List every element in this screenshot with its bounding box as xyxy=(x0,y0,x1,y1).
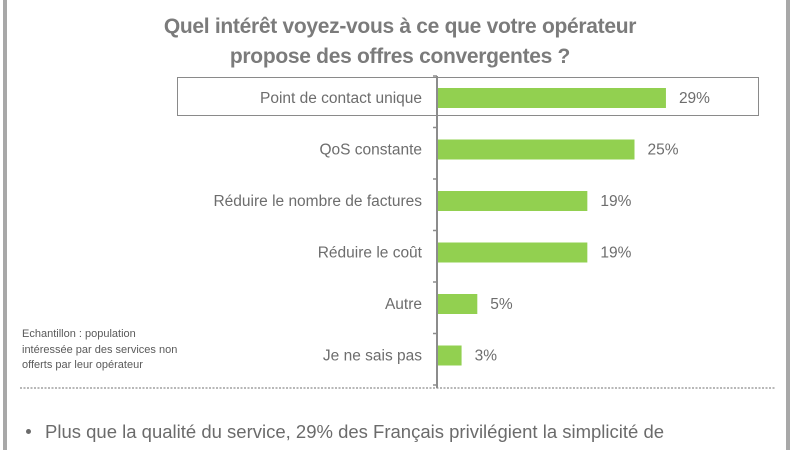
value-label: 3% xyxy=(475,348,498,365)
category-label: Point de contact unique xyxy=(260,90,422,107)
bar xyxy=(438,191,588,211)
value-label: 19% xyxy=(600,245,631,262)
category-label: Réduire le coût xyxy=(318,245,423,262)
sample-note: Echantillon : population intéressée par … xyxy=(22,327,177,374)
category-label: QoS constante xyxy=(319,142,422,159)
bar xyxy=(438,242,588,263)
category-label: Réduire le nombre de factures xyxy=(213,193,422,210)
value-label: 25% xyxy=(648,142,679,159)
category-label: Je ne sais pas xyxy=(323,348,422,365)
value-label: 29% xyxy=(679,90,710,107)
value-label: 5% xyxy=(490,296,513,313)
bullet-icon xyxy=(26,428,31,434)
value-label: 19% xyxy=(600,193,631,210)
sample-note-line-3: offerts par leur opérateur xyxy=(22,359,143,371)
bar xyxy=(438,294,478,314)
category-label: Autre xyxy=(385,296,422,313)
bullet-point: Plus que la qualité du service, 29% des … xyxy=(26,421,664,443)
title-line-2: propose des offres convergentes ? xyxy=(229,45,571,68)
sample-note-line-1: Echantillon : population xyxy=(22,328,136,340)
highlight-box xyxy=(177,77,759,116)
frame-left-border xyxy=(3,0,7,450)
bar xyxy=(438,139,635,160)
frame-right-border xyxy=(786,0,790,450)
bar xyxy=(438,345,462,366)
sample-note-line-2: intéressée par des services non xyxy=(22,343,178,356)
bar xyxy=(438,88,666,108)
bullet-text: Plus que la qualité du service, 29% des … xyxy=(45,421,665,442)
chart-title: Quel intérêt voyez-vous à ce que votre o… xyxy=(0,12,800,72)
title-line-1: Quel intérêt voyez-vous à ce que votre o… xyxy=(163,15,637,38)
